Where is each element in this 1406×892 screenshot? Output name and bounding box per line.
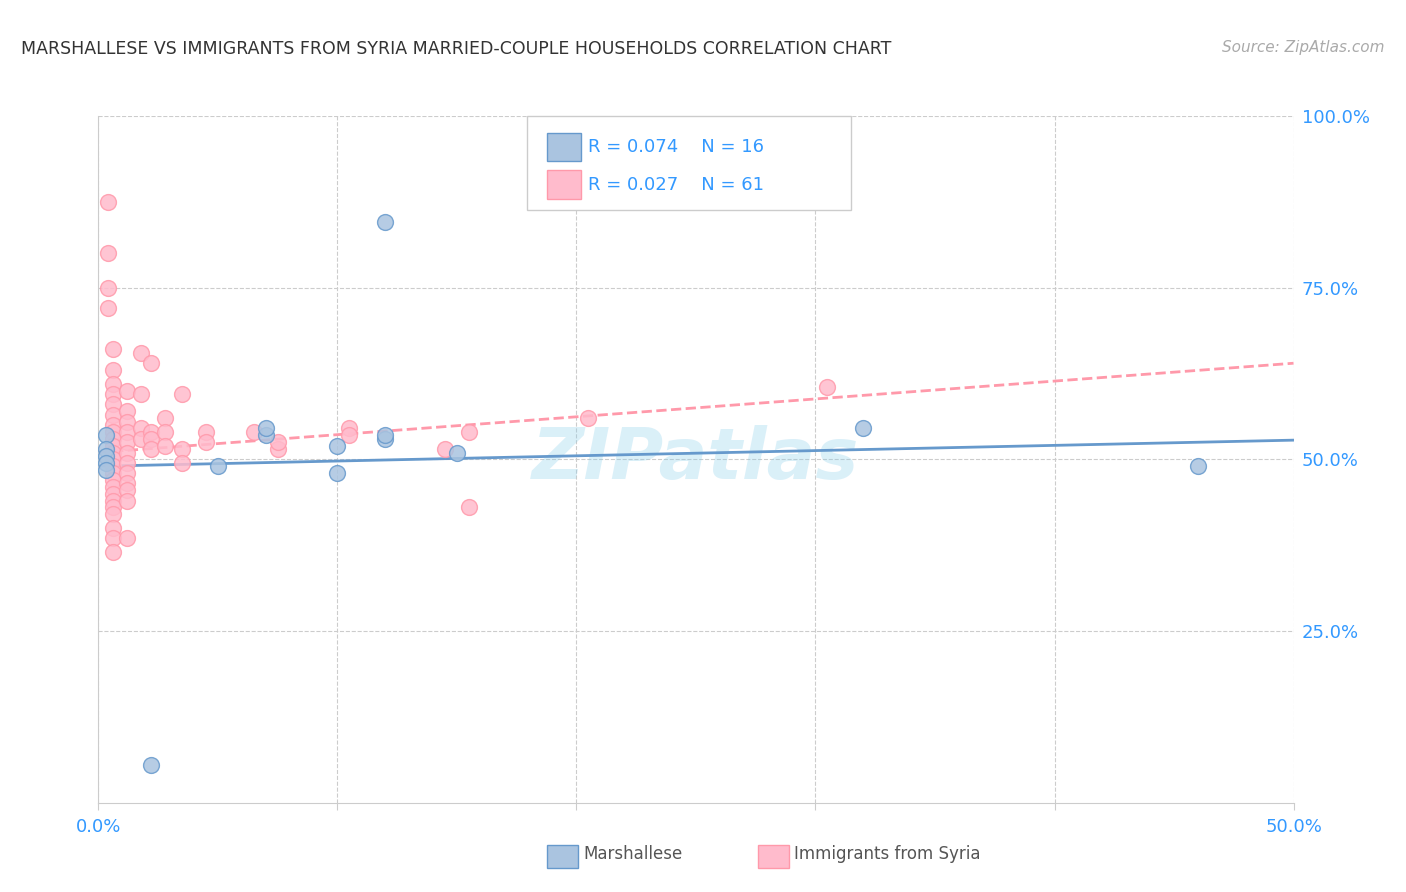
Point bbox=[578, 411, 600, 425]
Point bbox=[326, 466, 349, 480]
Point bbox=[115, 483, 138, 498]
Point bbox=[101, 397, 124, 411]
Point bbox=[207, 459, 229, 474]
Point bbox=[101, 459, 124, 474]
Point bbox=[101, 387, 124, 401]
Point bbox=[155, 439, 177, 453]
Point bbox=[115, 404, 138, 418]
Text: R = 0.074    N = 16: R = 0.074 N = 16 bbox=[588, 138, 763, 156]
Point bbox=[115, 435, 138, 450]
Point bbox=[254, 421, 277, 435]
Point bbox=[139, 442, 162, 456]
Point bbox=[155, 411, 177, 425]
Point bbox=[94, 449, 117, 463]
Y-axis label: Married-couple Households: Married-couple Households bbox=[0, 346, 8, 573]
Point bbox=[458, 425, 481, 439]
Point bbox=[339, 421, 361, 435]
Text: Source: ZipAtlas.com: Source: ZipAtlas.com bbox=[1222, 40, 1385, 55]
Point bbox=[101, 363, 124, 377]
Point bbox=[115, 493, 138, 508]
Point bbox=[374, 428, 396, 442]
Point bbox=[254, 428, 277, 442]
Point bbox=[131, 387, 153, 401]
Point bbox=[101, 432, 124, 446]
Point bbox=[172, 442, 194, 456]
Point bbox=[131, 421, 153, 435]
Point bbox=[339, 428, 361, 442]
Point bbox=[446, 445, 468, 459]
Point bbox=[172, 387, 194, 401]
Point bbox=[101, 473, 124, 487]
Text: ZIPatlas: ZIPatlas bbox=[533, 425, 859, 494]
Point bbox=[267, 442, 290, 456]
Point bbox=[101, 343, 124, 357]
Text: Marshallese: Marshallese bbox=[583, 845, 683, 863]
Point bbox=[1187, 459, 1209, 474]
Point bbox=[101, 508, 124, 522]
Point bbox=[101, 452, 124, 467]
Point bbox=[101, 500, 124, 515]
Point bbox=[101, 439, 124, 453]
Point bbox=[115, 456, 138, 470]
Point bbox=[326, 439, 349, 453]
Point bbox=[139, 432, 162, 446]
Point bbox=[101, 521, 124, 535]
Text: R = 0.027    N = 61: R = 0.027 N = 61 bbox=[588, 176, 763, 194]
Point bbox=[434, 442, 457, 456]
Text: MARSHALLESE VS IMMIGRANTS FROM SYRIA MARRIED-COUPLE HOUSEHOLDS CORRELATION CHART: MARSHALLESE VS IMMIGRANTS FROM SYRIA MAR… bbox=[21, 40, 891, 58]
Point bbox=[195, 435, 218, 450]
Point bbox=[101, 487, 124, 501]
Point bbox=[852, 421, 875, 435]
Point bbox=[115, 384, 138, 398]
Point bbox=[101, 408, 124, 422]
Point bbox=[101, 480, 124, 494]
Point bbox=[243, 425, 266, 439]
Point bbox=[97, 281, 120, 295]
Point bbox=[97, 301, 120, 316]
Point bbox=[101, 493, 124, 508]
Point bbox=[374, 432, 396, 446]
Point bbox=[131, 346, 153, 360]
Point bbox=[115, 445, 138, 459]
Point bbox=[195, 425, 218, 439]
Point bbox=[374, 215, 396, 229]
Point bbox=[139, 356, 162, 370]
Point bbox=[101, 545, 124, 559]
Point bbox=[115, 415, 138, 429]
Point bbox=[817, 380, 839, 394]
Point bbox=[139, 425, 162, 439]
Point bbox=[97, 194, 120, 209]
Point bbox=[115, 532, 138, 546]
Point bbox=[94, 463, 117, 477]
Point bbox=[172, 456, 194, 470]
Point bbox=[139, 758, 162, 772]
Point bbox=[155, 425, 177, 439]
Point bbox=[97, 246, 120, 260]
Point bbox=[101, 425, 124, 439]
Point bbox=[101, 376, 124, 391]
Point bbox=[101, 445, 124, 459]
Point bbox=[458, 500, 481, 515]
Point bbox=[115, 466, 138, 480]
Point bbox=[101, 532, 124, 546]
Point bbox=[131, 432, 153, 446]
Point bbox=[101, 417, 124, 433]
Point bbox=[94, 428, 117, 442]
Text: Immigrants from Syria: Immigrants from Syria bbox=[794, 845, 981, 863]
Point bbox=[267, 435, 290, 450]
Point bbox=[101, 466, 124, 480]
Point bbox=[115, 476, 138, 491]
Point bbox=[94, 456, 117, 470]
Point bbox=[115, 425, 138, 439]
Point bbox=[94, 442, 117, 456]
